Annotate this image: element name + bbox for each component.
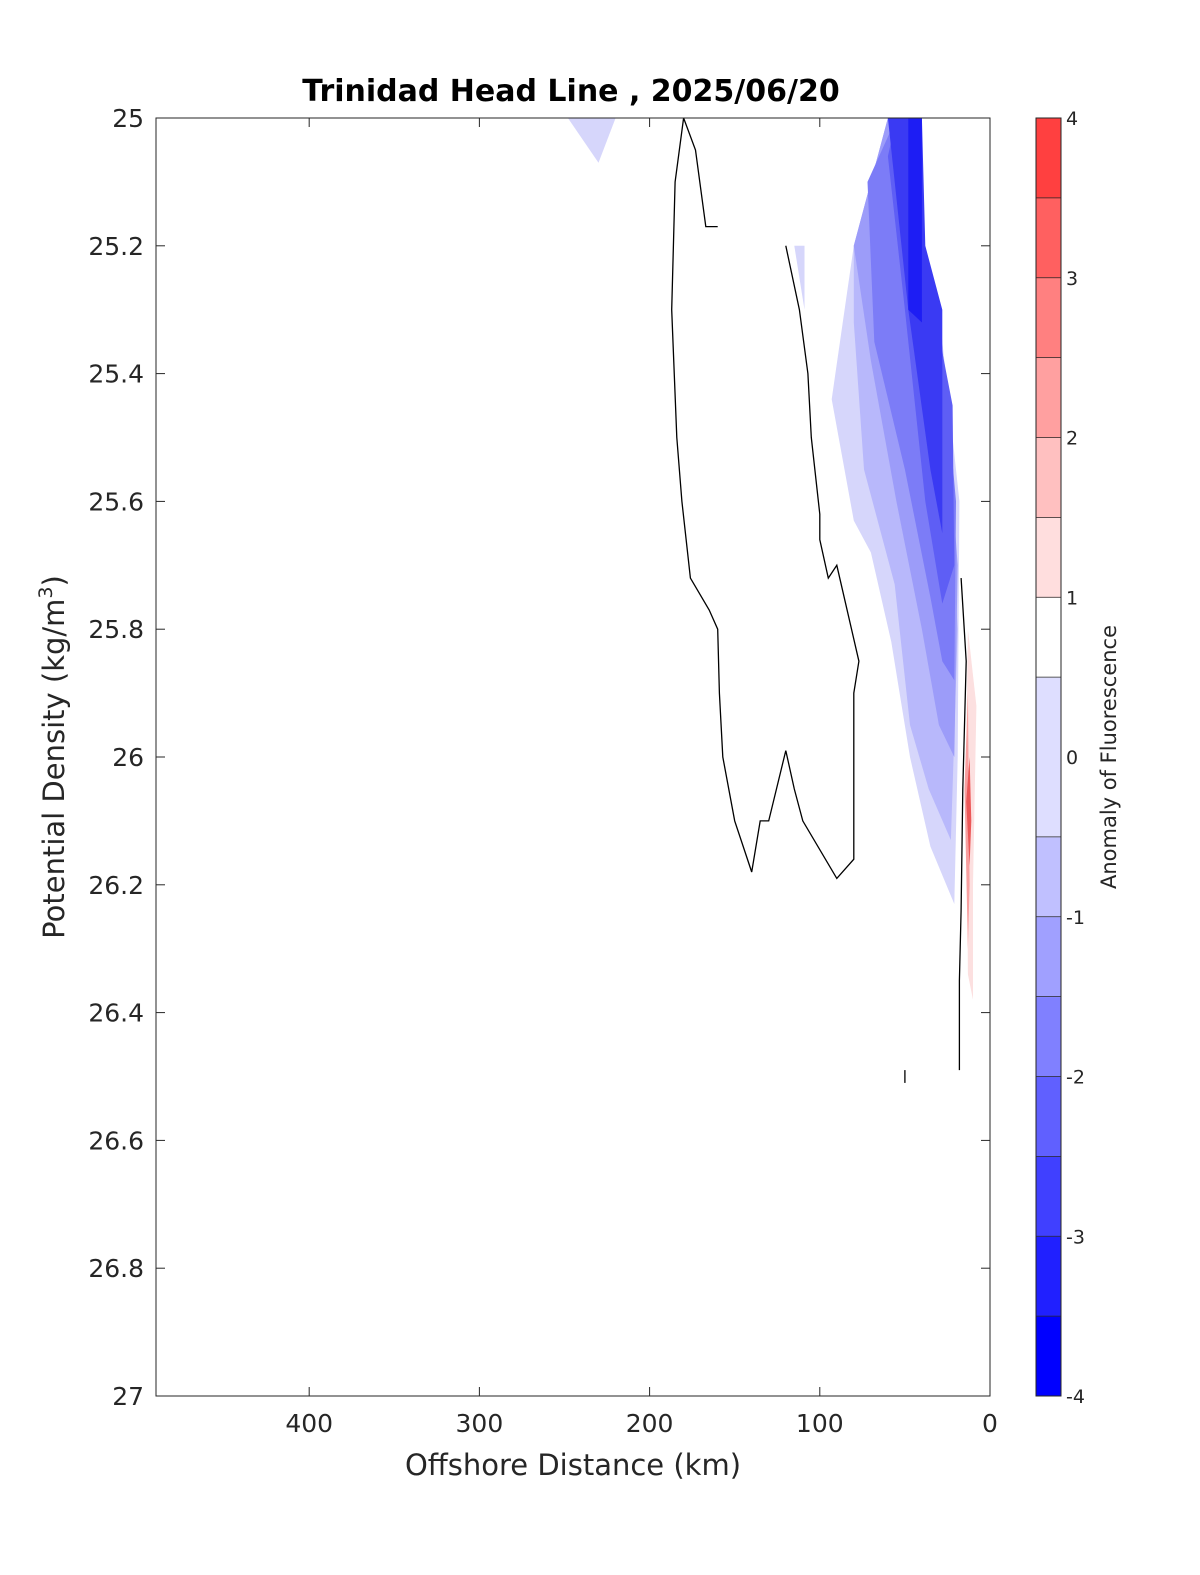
colorbar-swatch	[1036, 517, 1061, 598]
contour-region-1	[794, 245, 805, 310]
colorbar-tick-label: -3	[1066, 1226, 1085, 1248]
colorbar-tick-label: 4	[1066, 108, 1078, 130]
colorbar: -4 -3 -2 -1 0 1 2 3 4	[1035, 108, 1085, 1408]
colorbar-swatch	[1036, 118, 1061, 199]
colorbar-tick-label: 1	[1066, 587, 1078, 609]
y-axis-label-superscript: 3	[35, 586, 57, 598]
colorbar-tick-label: 3	[1066, 268, 1078, 290]
contour-line-0	[671, 118, 860, 880]
x-axis: 400 300 200 100 0	[285, 118, 998, 1438]
y-tick-label: 27	[112, 1382, 144, 1411]
y-tick-label: 26	[112, 743, 144, 772]
contour-region-0	[567, 118, 616, 163]
colorbar-tick-label: 2	[1066, 428, 1078, 450]
y-tick-label: 25.6	[88, 487, 144, 516]
colorbar-tick-label: -1	[1066, 907, 1085, 929]
x-tick-label: 0	[982, 1409, 998, 1438]
y-tick-label: 25.8	[88, 615, 144, 644]
y-axis-label-main: Potential Density (kg/m	[37, 599, 71, 939]
y-tick-label: 26.6	[88, 1126, 144, 1155]
y-axis: 25 25.2 25.4 25.6 25.8 26 26.2 26.4 26.6 26.8 27	[88, 104, 990, 1411]
colorbar-swatch	[1036, 1236, 1061, 1317]
colorbar-swatch	[1036, 996, 1061, 1077]
x-axis-label: Offshore Distance (km)	[405, 1448, 741, 1482]
y-tick-label: 26.8	[88, 1254, 144, 1283]
colorbar-swatch	[1036, 1156, 1061, 1237]
colorbar-tick-label: 0	[1066, 747, 1078, 769]
x-tick-label: 300	[456, 1409, 504, 1438]
colorbar-tick-label: -2	[1066, 1067, 1085, 1089]
colorbar-swatch	[1036, 836, 1061, 918]
colorbar-swatch	[1036, 357, 1061, 438]
contour-filled-regions	[567, 118, 977, 1000]
y-axis-label: Potential Density (kg/m3)	[35, 575, 71, 939]
y-tick-label: 26.2	[88, 871, 144, 900]
colorbar-swatch	[1036, 437, 1061, 518]
x-tick-label: 100	[796, 1409, 844, 1438]
colorbar-swatch	[1036, 597, 1061, 678]
contour-region-11	[966, 757, 972, 866]
colorbar-swatch	[1036, 1076, 1061, 1157]
colorbar-frame	[1035, 117, 1062, 1397]
colorbar-tick-label: -4	[1066, 1386, 1085, 1408]
colorbar-swatch	[1036, 277, 1061, 359]
contour-region-8	[908, 118, 922, 323]
contour-zero-lines	[671, 118, 967, 1083]
contour-region-7	[887, 118, 943, 534]
colorbar-swatch	[1036, 677, 1061, 838]
y-tick-label: 25.2	[88, 232, 144, 261]
colorbar-swatch	[1036, 197, 1061, 279]
y-axis-label-close: )	[37, 575, 71, 586]
colorbar-swatch	[1036, 1316, 1061, 1397]
chart-title: Trinidad Head Line , 2025/06/20	[302, 74, 839, 109]
y-tick-label: 25	[112, 104, 144, 133]
x-tick-label: 400	[285, 1409, 333, 1438]
colorbar-swatch	[1036, 916, 1061, 998]
contour-line-1	[958, 578, 967, 1071]
y-tick-label: 26.4	[88, 999, 144, 1028]
y-tick-label: 25.4	[88, 360, 144, 389]
x-tick-label: 200	[626, 1409, 674, 1438]
contour-region-10	[964, 693, 970, 949]
colorbar-label: Anomaly of Fluorescence	[1097, 625, 1121, 889]
